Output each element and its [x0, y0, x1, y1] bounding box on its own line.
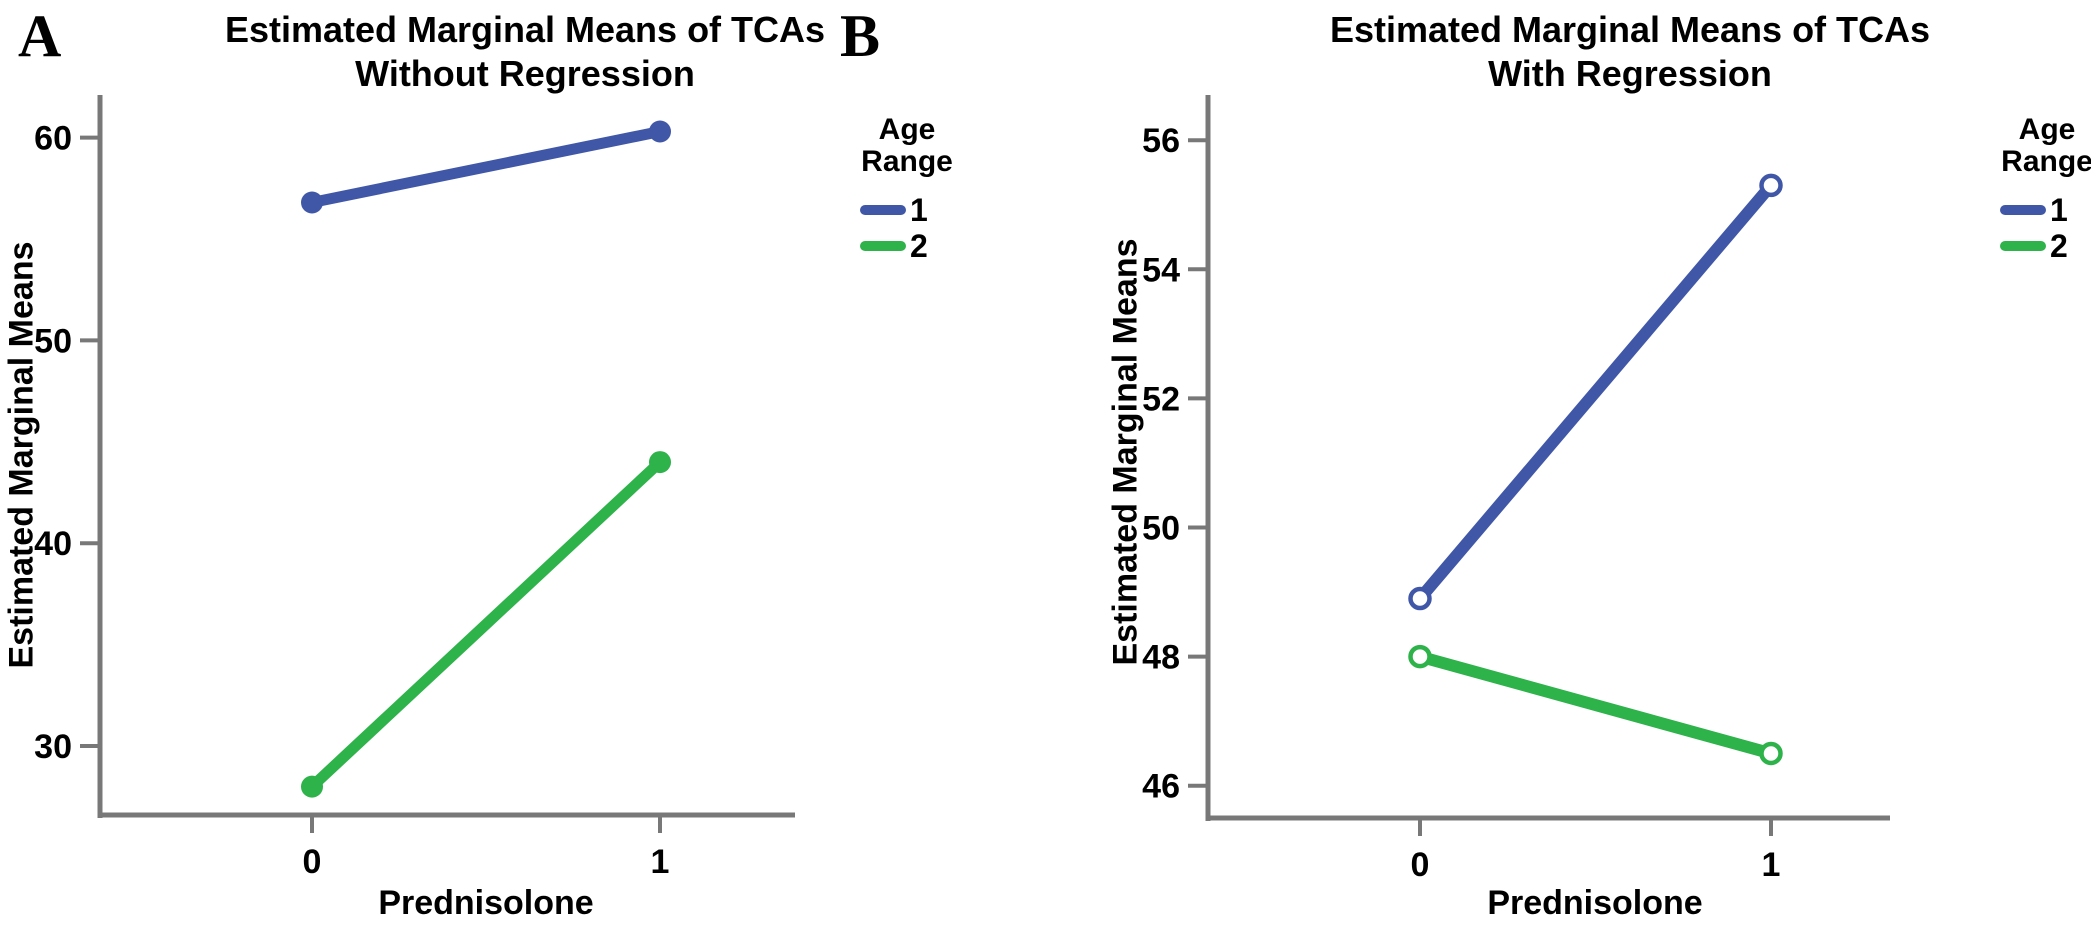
panel-b-series-line-2: [1414, 650, 1777, 760]
panel-b-legend-title-line2: Range: [2001, 145, 2091, 178]
panel-b-title: Estimated Marginal Means of TCAs With Re…: [1230, 8, 2030, 96]
legend-swatch-green-icon: [2000, 241, 2046, 251]
panel-a-title-line2: Without Regression: [355, 53, 695, 94]
panel-b-series-marker-2: [1408, 644, 1432, 669]
panel-b-y-tick-label: 56: [1142, 122, 1180, 160]
panel-a-x-tick-label: 0: [303, 843, 322, 881]
panel-b-y-axis-label: Estimated Marginal Means: [1106, 238, 1145, 666]
panel-b-y-tick-label: 52: [1142, 380, 1180, 418]
panel-b-series-marker-1: [1759, 173, 1783, 198]
panel-b-series-marker-2: [1759, 741, 1783, 766]
panel-a-axes: [97, 95, 795, 818]
panel-a-series-marker-1: [301, 191, 323, 214]
legend-swatch-blue-icon: [2000, 205, 2046, 215]
panel-b-title-line2: With Regression: [1488, 53, 1772, 94]
panel-a-letter: A: [18, 3, 62, 69]
panel-a-x-axis-label: Prednisolone: [378, 884, 594, 922]
panel-a-legend-item-1: 1: [852, 192, 962, 228]
panel-b-series-line-1: [1414, 179, 1777, 605]
panel-a-y-tick-label: 60: [34, 120, 72, 158]
panel-b-x-tick-label: 0: [1411, 846, 1430, 884]
panel-a-x-tick-label: 1: [651, 843, 670, 881]
panel-a-legend-item-2: 2: [852, 228, 962, 264]
panel-b-legend-item-1: 1: [1992, 192, 2091, 228]
panel-a-title-line1: Estimated Marginal Means of TCAs: [224, 9, 826, 50]
panel-b-y-tick-label: 48: [1142, 639, 1180, 677]
panel-a-y-tick-label: 50: [34, 322, 72, 360]
panel-a-y-tick-label: 40: [34, 525, 72, 563]
panel-b-legend-title-line1: Age: [2018, 113, 2076, 146]
legend-swatch-green-icon: [860, 241, 906, 251]
panel-b-y-tick-label: 54: [1142, 251, 1180, 289]
panel-b-legend-item-1-label: 1: [2050, 191, 2068, 228]
panel-a-legend: Age Range 1 2: [852, 114, 962, 264]
panel-a-series-line-1: [306, 126, 666, 208]
panel-a-legend-item-2-label: 2: [910, 227, 928, 264]
panel-b-title-line1: Estimated Marginal Means of TCAs: [1329, 9, 1931, 50]
panel-a-series-marker-1: [649, 120, 671, 143]
panel-b-letter: B: [840, 3, 881, 69]
panel-a-legend-title-line1: Age: [878, 113, 936, 146]
panel-a-title: Estimated Marginal Means of TCAs Without…: [125, 8, 925, 96]
panel-a-y-axis-label: Estimated Marginal Means: [2, 241, 41, 669]
legend-swatch-blue-icon: [860, 205, 906, 215]
panel-b-series-marker-1: [1408, 586, 1432, 611]
panel-a-series-marker-2: [649, 451, 671, 474]
panel-a-series-marker-2: [301, 775, 323, 798]
panel-b-legend: Age Range 1 2: [1992, 114, 2091, 264]
panel-b-y-tick-label: 46: [1142, 768, 1180, 806]
panel-a-legend-item-1-label: 1: [910, 191, 928, 228]
panel-b-x-axis-label: Prednisolone: [1487, 884, 1703, 922]
panel-b-legend-item-2: 2: [1992, 228, 2091, 264]
panel-b-x-tick-label: 1: [1762, 846, 1781, 884]
panel-a-y-tick-label: 30: [34, 728, 72, 766]
panel-a-legend-title-line2: Range: [861, 145, 953, 178]
panel-b-axes: [1205, 95, 1890, 821]
panel-b-y-tick-label: 50: [1142, 510, 1180, 548]
panel-a-series-line-2: [306, 456, 666, 793]
panel-b-legend-item-2-label: 2: [2050, 227, 2068, 264]
